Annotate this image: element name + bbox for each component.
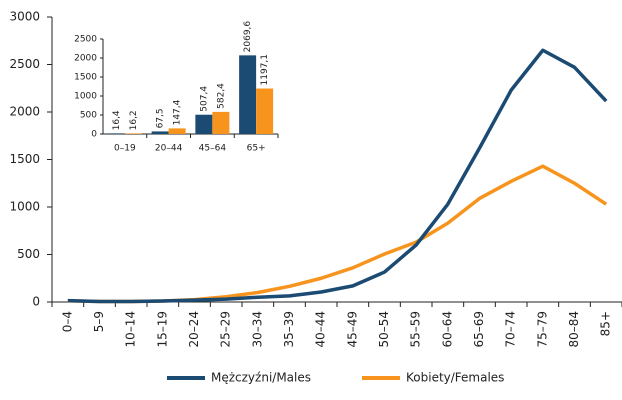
legend-label: Kobiety/Females — [406, 371, 504, 385]
y-tick-label: 1500 — [9, 152, 40, 166]
bar — [124, 133, 142, 134]
x-tick-label: 65–69 — [472, 311, 486, 348]
inset-x-tick-label: 45–64 — [199, 144, 227, 154]
y-tick-label: 0 — [32, 295, 40, 309]
series-line — [67, 164, 608, 304]
x-tick-label: 75–79 — [535, 311, 549, 348]
inset-y-tick-label: 1500 — [74, 73, 97, 83]
inset-x-tick-label: 20–44 — [155, 144, 183, 154]
x-tick-label: 35–39 — [282, 311, 296, 348]
bar — [151, 131, 169, 134]
x-tick-label: 0–4 — [60, 311, 74, 332]
y-tick-label: 500 — [17, 247, 40, 261]
inset-y-tick-label: 0 — [91, 130, 97, 140]
x-tick-label: 50–54 — [377, 311, 391, 348]
x-tick-label: 15–19 — [155, 311, 169, 348]
x-tick-label: 30–34 — [250, 311, 264, 348]
inset-x-tick-label: 65+ — [247, 144, 266, 154]
x-tick-label: 45–49 — [345, 311, 359, 348]
bar-value-label: 1197,1 — [260, 54, 270, 86]
inset-x-tick-label: 0–19 — [114, 144, 136, 154]
y-tick-label: 2500 — [9, 57, 40, 71]
bar-value-label: 582,4 — [216, 83, 226, 109]
bar — [239, 55, 257, 134]
x-tick-label: 25–29 — [219, 311, 233, 348]
inset-y-tick-label: 1000 — [74, 92, 97, 102]
bar-value-label: 16,2 — [129, 110, 139, 130]
bar-value-label: 147,4 — [173, 99, 183, 125]
x-tick-label: 85+ — [599, 311, 613, 336]
legend-label: Mężczyźni/Males — [211, 371, 311, 385]
x-tick-label: 55–59 — [409, 311, 423, 348]
x-tick-label: 70–74 — [504, 311, 518, 348]
bar-value-label: 507,4 — [199, 86, 209, 112]
x-tick-label: 40–44 — [314, 311, 328, 348]
x-tick-label: 20–24 — [187, 311, 201, 348]
bar-value-label: 16,4 — [112, 110, 122, 130]
inset-y-tick-label: 500 — [80, 111, 97, 121]
bar — [168, 128, 186, 134]
inset-y-tick-label: 2500 — [74, 35, 97, 45]
y-tick-label: 2000 — [9, 105, 40, 119]
series-line — [67, 48, 608, 304]
bar — [212, 111, 230, 134]
x-tick-label: 60–64 — [440, 311, 454, 348]
bar — [195, 114, 213, 134]
y-tick-label: 1000 — [9, 200, 40, 214]
inset-y-tick-label: 2000 — [74, 54, 97, 64]
y-tick-label: 3000 — [9, 10, 40, 24]
x-tick-label: 80–84 — [567, 311, 581, 348]
x-tick-label: 10–14 — [124, 311, 138, 348]
bar — [256, 88, 274, 134]
bar-value-label: 67,5 — [156, 108, 166, 128]
x-tick-label: 5–9 — [92, 311, 106, 332]
bar — [107, 133, 125, 134]
bar-value-label: 2069,6 — [243, 21, 253, 53]
